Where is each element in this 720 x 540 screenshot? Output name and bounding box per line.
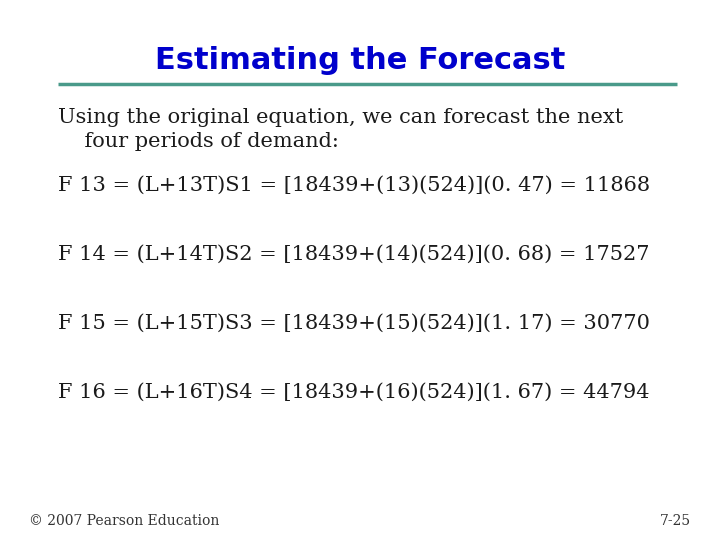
Text: F 14 = (L+14T)S2 = [18439+(14)(524)](0. 68) = 17527: F 14 = (L+14T)S2 = [18439+(14)(524)](0. … <box>58 245 649 264</box>
Text: Using the original equation, we can forecast the next: Using the original equation, we can fore… <box>58 108 623 127</box>
Text: F 16 = (L+16T)S4 = [18439+(16)(524)](1. 67) = 44794: F 16 = (L+16T)S4 = [18439+(16)(524)](1. … <box>58 383 649 402</box>
Text: four periods of demand:: four periods of demand: <box>58 132 338 151</box>
Text: 7-25: 7-25 <box>660 514 691 528</box>
Text: F 13 = (L+13T)S1 = [18439+(13)(524)](0. 47) = 11868: F 13 = (L+13T)S1 = [18439+(13)(524)](0. … <box>58 176 649 194</box>
Text: © 2007 Pearson Education: © 2007 Pearson Education <box>29 514 219 528</box>
Text: Estimating the Forecast: Estimating the Forecast <box>155 46 565 75</box>
Text: F 15 = (L+15T)S3 = [18439+(15)(524)](1. 17) = 30770: F 15 = (L+15T)S3 = [18439+(15)(524)](1. … <box>58 314 649 333</box>
